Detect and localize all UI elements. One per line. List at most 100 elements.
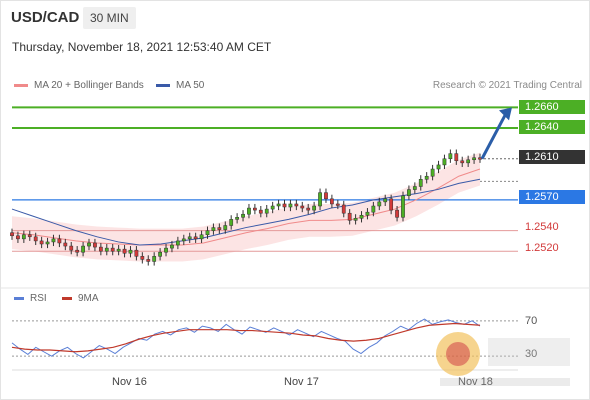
candle-body-43 [264,208,269,214]
candle-body-18 [116,248,121,252]
candle-body-57 [347,212,352,221]
candle-body-21 [134,249,139,257]
candle-body-44 [270,205,275,210]
candle-body-49 [300,205,305,209]
candle-body-34 [211,227,216,231]
level-label-1.2660: 1.2660 [519,100,585,114]
candle-body-77 [466,159,471,164]
candle-body-73 [442,158,447,166]
x-tick-nov17: Nov 17 [284,376,319,388]
candle-body-66 [401,195,405,218]
candle-body-55 [335,203,340,206]
candle-body-51 [312,205,317,211]
candle-body-0 [10,232,14,237]
rsi-level-70: 70 [525,315,538,327]
candle-body-32 [199,234,204,240]
rsi-line [11,318,481,359]
candle-body-59 [359,214,364,219]
rsi-ma9-line [11,322,481,353]
candle-body-62 [377,201,382,207]
candle-body-70 [424,175,429,180]
candle-body-33 [205,230,210,236]
candle-body-71 [430,168,435,177]
candle-body-8 [57,238,62,244]
candle-body-45 [276,203,281,207]
candle-body-35 [217,227,222,230]
ma20-swatch [14,84,28,87]
forecast-arrow-shaft [480,112,508,160]
candle-body-74 [448,153,453,160]
candle-body-20 [128,249,133,254]
x-tick-nov18: Nov 18 [458,376,493,388]
level-label-1.2540: 1.2540 [525,221,559,233]
candle-body-76 [460,160,465,164]
candle-body-36 [223,225,228,230]
candle-body-69 [418,179,423,187]
candle-body-67 [407,189,411,196]
candle-body-53 [324,192,328,200]
candle-body-37 [229,219,234,226]
symbol-title: USD/CAD [11,9,80,26]
legend-rsi: RSI [14,293,47,304]
candle-body-61 [371,205,376,213]
candle-body-64 [389,198,394,211]
ma50-swatch [156,84,170,87]
legend-ma20: MA 20 + Bollinger Bands [14,80,144,91]
candle-body-31 [193,236,198,240]
candle-body-39 [241,213,245,218]
candle-body-1 [16,235,20,240]
level-label-1.2640: 1.2640 [519,120,585,134]
candle-body-29 [181,238,186,242]
legend-rsi-label: RSI [30,293,47,304]
level-label-1.2570: 1.2570 [519,190,585,204]
timeframe-badge[interactable]: 30 MIN [83,7,136,29]
legend-ma50-label: MA 50 [176,80,205,91]
candle-body-42 [258,209,263,214]
candle-body-28 [175,240,180,246]
candle-body-60 [365,211,370,216]
candle-body-30 [187,236,192,240]
candle-body-12 [81,245,85,253]
forecast-arrow-head [499,107,512,121]
candle-body-68 [412,186,417,190]
candle-body-56 [341,204,346,214]
candle-body-16 [104,247,109,252]
candle-body-46 [282,203,287,208]
candle-body-19 [122,248,127,254]
candle-body-47 [288,203,293,208]
candle-body-41 [253,207,257,211]
ma9-swatch [62,297,72,300]
candle-body-11 [75,249,80,253]
legend-ma9: 9MA [62,293,99,304]
candle-body-58 [353,218,358,221]
watermark-logo-image [436,332,570,386]
candle-body-78 [472,157,476,161]
research-credit: Research © 2021 Trading Central [432,80,582,91]
candle-body-38 [235,217,239,220]
candle-body-72 [436,164,441,170]
level-label-1.2610: 1.2610 [519,150,585,164]
rsi-level-30: 30 [525,348,538,360]
candle-body-9 [63,242,68,247]
candle-body-54 [330,198,334,205]
legend-ma9-label: 9MA [78,293,99,304]
bollinger-band [12,152,480,262]
candle-body-7 [51,238,56,243]
candle-body-4 [33,236,38,242]
report-datetime: Thursday, November 18, 2021 12:53:40 AM … [12,40,272,54]
candle-body-48 [294,203,299,207]
candle-body-50 [306,207,311,211]
level-label-1.2520: 1.2520 [525,242,559,254]
candle-body-24 [152,256,157,262]
candle-body-75 [454,153,459,162]
x-tick-nov16: Nov 16 [112,376,147,388]
candle-body-27 [170,244,174,249]
candle-body-15 [98,246,103,252]
candle-body-2 [21,234,26,240]
candle-body-22 [140,256,145,260]
rsi-swatch [14,297,24,300]
candle-body-13 [87,242,91,247]
candle-body-40 [247,207,251,215]
candle-body-25 [158,251,162,257]
